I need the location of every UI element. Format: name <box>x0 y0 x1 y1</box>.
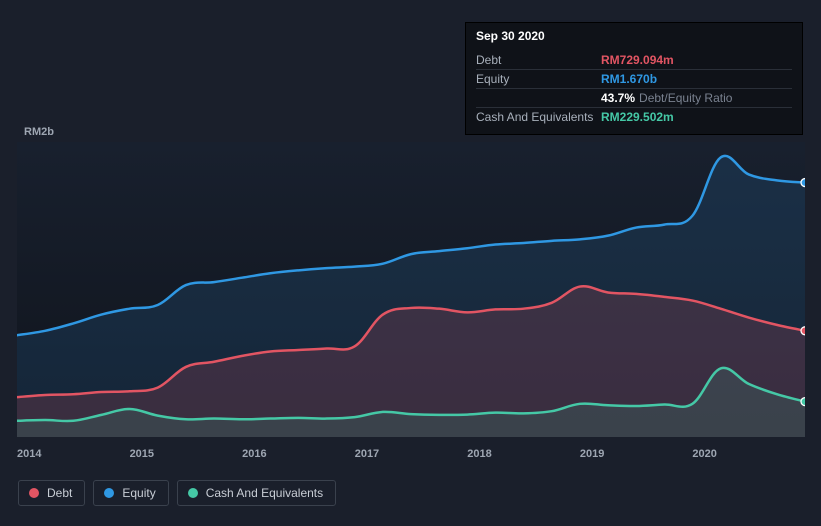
tooltip-row-value: RM229.502m <box>601 110 674 124</box>
tooltip-row-label <box>476 91 601 105</box>
tooltip-row-label: Equity <box>476 72 601 86</box>
chart-svg <box>17 142 805 437</box>
end-marker-debt <box>801 327 805 335</box>
chart-plot-area[interactable] <box>17 142 805 437</box>
end-marker-cash-and-equivalents <box>801 398 805 406</box>
x-tick: 2016 <box>242 448 266 460</box>
end-marker-equity <box>801 179 805 187</box>
tooltip-row-label: Cash And Equivalents <box>476 110 601 124</box>
legend-label: Cash And Equivalents <box>206 486 323 500</box>
tooltip-row-value: RM1.670b <box>601 72 657 86</box>
tooltip-row: EquityRM1.670b <box>476 70 792 89</box>
legend-item-cash-and-equivalents[interactable]: Cash And Equivalents <box>177 480 336 506</box>
legend-label: Debt <box>47 486 72 500</box>
legend-swatch <box>104 488 114 498</box>
tooltip-row-suffix: Debt/Equity Ratio <box>639 91 732 105</box>
data-tooltip: Sep 30 2020 DebtRM729.094mEquityRM1.670b… <box>465 22 803 135</box>
x-tick: 2020 <box>692 448 716 460</box>
tooltip-row: DebtRM729.094m <box>476 51 792 70</box>
legend-label: Equity <box>122 486 155 500</box>
y-axis-max-label: RM2b <box>24 126 54 138</box>
legend: Debt Equity Cash And Equivalents <box>18 480 336 506</box>
legend-swatch <box>188 488 198 498</box>
tooltip-row: 43.7%Debt/Equity Ratio <box>476 89 792 108</box>
tooltip-date: Sep 30 2020 <box>476 29 792 47</box>
x-tick: 2019 <box>580 448 604 460</box>
x-tick: 2014 <box>17 448 41 460</box>
chart-container: Sep 30 2020 DebtRM729.094mEquityRM1.670b… <box>0 0 821 526</box>
x-tick: 2017 <box>355 448 379 460</box>
tooltip-row: Cash And EquivalentsRM229.502m <box>476 108 792 126</box>
legend-swatch <box>29 488 39 498</box>
x-axis: 2014 2015 2016 2017 2018 2019 2020 <box>17 448 805 462</box>
legend-item-debt[interactable]: Debt <box>18 480 85 506</box>
tooltip-row-value: RM729.094m <box>601 53 674 67</box>
x-tick: 2015 <box>130 448 154 460</box>
tooltip-row-label: Debt <box>476 53 601 67</box>
x-tick: 2018 <box>467 448 491 460</box>
tooltip-row-value: 43.7%Debt/Equity Ratio <box>601 91 732 105</box>
legend-item-equity[interactable]: Equity <box>93 480 168 506</box>
